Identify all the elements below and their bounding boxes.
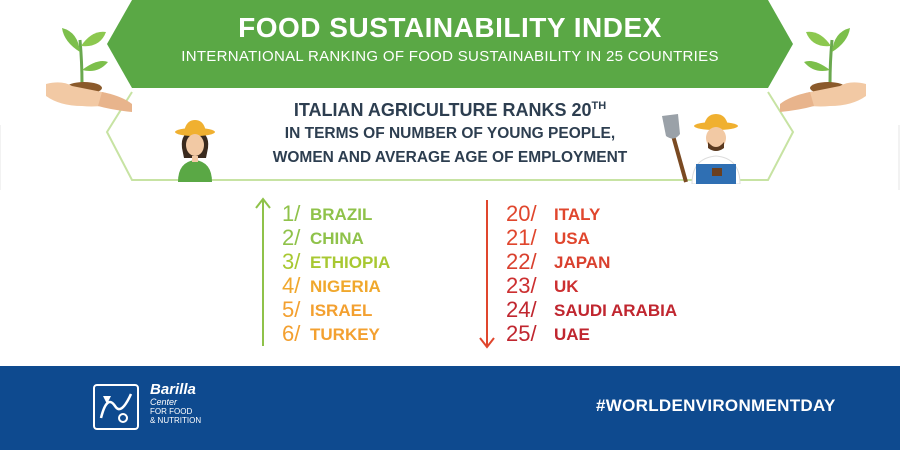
list-item: 21/USA	[506, 226, 677, 250]
bottom-ranks-list: 20/ITALY 21/USA 22/JAPAN 23/UK 24/SAUDI …	[506, 202, 677, 346]
arrow-up-icon	[255, 197, 271, 346]
rank-country: UAE	[554, 325, 590, 344]
list-item: 1/BRAZIL	[282, 202, 390, 226]
top-ranks-list: 1/BRAZIL 2/CHINA 3/ETHIOPIA 4/NIGERIA 5/…	[282, 202, 390, 346]
arrow-down-icon	[479, 200, 495, 349]
rank-country: ETHIOPIA	[310, 253, 391, 272]
list-item: 20/ITALY	[506, 202, 677, 226]
rank-number: 24/	[506, 297, 537, 322]
headline-line-1: IN TERMS OF NUMBER OF YOUNG PEOPLE,	[284, 125, 616, 142]
rank-number: 22/	[506, 249, 537, 274]
headline-title-text: ITALIAN AGRICULTURE RANKS 20	[293, 100, 592, 120]
headline-title-suffix: TH	[591, 100, 607, 112]
rank-country: ITALY	[554, 205, 601, 224]
rank-country: TURKEY	[310, 325, 380, 344]
banner-subtitle: INTERNATIONAL RANKING OF FOOD SUSTAINABI…	[181, 48, 719, 65]
barilla-logo-text: Barilla Center FOR FOOD & NUTRITION	[150, 381, 202, 426]
list-item: 24/SAUDI ARABIA	[506, 298, 677, 322]
banner-title: FOOD SUSTAINABILITY INDEX	[238, 12, 662, 43]
list-item: 2/CHINA	[282, 226, 390, 250]
hand-with-sprout-icon	[46, 28, 132, 112]
rank-country: BRAZIL	[310, 205, 373, 224]
rank-number: 4/	[282, 273, 301, 298]
farmer-man-with-shovel-icon	[662, 114, 741, 184]
brand-line-nutrition: & NUTRITION	[150, 416, 202, 425]
rank-number: 1/	[282, 201, 301, 226]
list-item: 4/NIGERIA	[282, 274, 390, 298]
rank-country: JAPAN	[554, 253, 611, 272]
rank-country: USA	[554, 229, 590, 248]
footer-bar: Barilla Center FOR FOOD & NUTRITION #WOR…	[0, 366, 900, 450]
headline-title: ITALIAN AGRICULTURE RANKS 20TH	[0, 100, 900, 121]
hand-with-sprout-icon	[780, 28, 866, 112]
list-item: 3/ETHIOPIA	[282, 250, 390, 274]
barilla-logo-icon	[93, 384, 139, 430]
rank-number: 21/	[506, 225, 537, 250]
brand-line-center: Center	[150, 397, 178, 407]
brand-line-food: FOR FOOD	[150, 407, 193, 416]
rank-number: 20/	[506, 201, 537, 226]
rank-number: 5/	[282, 297, 301, 322]
list-item: 25/UAE	[506, 322, 677, 346]
headline-frame	[0, 91, 900, 190]
rank-number: 25/	[506, 321, 537, 346]
hashtag-text: #WORLDENVIRONMENTDAY	[596, 396, 836, 415]
farmer-woman-icon	[175, 120, 215, 182]
brand-name: Barilla	[150, 381, 196, 398]
list-item: 6/TURKEY	[282, 322, 390, 346]
rank-number: 3/	[282, 249, 301, 274]
list-item: 23/UK	[506, 274, 677, 298]
list-item: 5/ISRAEL	[282, 298, 390, 322]
rank-country: SAUDI ARABIA	[554, 301, 678, 320]
list-item: 22/JAPAN	[506, 250, 677, 274]
rank-number: 2/	[282, 225, 301, 250]
title-banner	[107, 0, 793, 88]
rank-number: 23/	[506, 273, 537, 298]
rank-country: CHINA	[310, 229, 364, 248]
rank-number: 6/	[282, 321, 301, 346]
headline-line-2: WOMEN AND AVERAGE AGE OF EMPLOYMENT	[272, 149, 628, 166]
rank-country: ISRAEL	[310, 301, 373, 320]
rank-country: UK	[554, 277, 579, 296]
rank-country: NIGERIA	[310, 277, 381, 296]
